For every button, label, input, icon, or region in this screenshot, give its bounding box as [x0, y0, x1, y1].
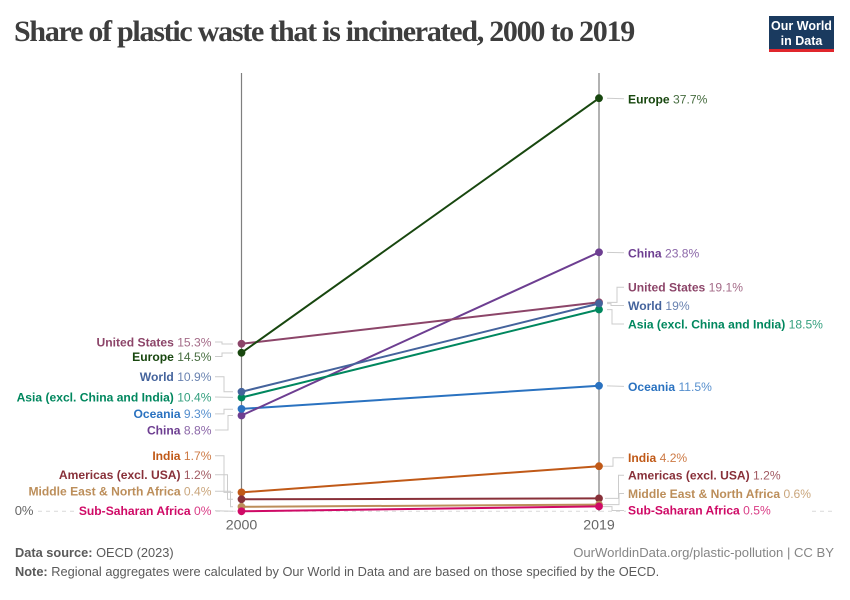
svg-text:Asia (excl. China and India) 1: Asia (excl. China and India) 18.5% — [628, 317, 823, 331]
svg-text:China 23.8%: China 23.8% — [628, 246, 700, 260]
svg-text:China 8.8%: China 8.8% — [147, 423, 212, 437]
svg-text:India 4.2%: India 4.2% — [628, 451, 687, 465]
svg-text:Americas (excl. USA) 1.2%: Americas (excl. USA) 1.2% — [59, 468, 212, 482]
svg-text:Oceania 11.5%: Oceania 11.5% — [628, 380, 712, 394]
svg-text:Middle East & North Africa 0.4: Middle East & North Africa 0.4% — [28, 485, 211, 499]
svg-text:0%: 0% — [15, 503, 34, 518]
svg-text:Oceania 9.3%: Oceania 9.3% — [133, 407, 211, 421]
svg-text:Sub-Saharan Africa 0.5%: Sub-Saharan Africa 0.5% — [628, 504, 771, 518]
svg-text:Europe 37.7%: Europe 37.7% — [628, 92, 708, 106]
svg-text:India 1.7%: India 1.7% — [152, 449, 211, 463]
svg-text:Asia (excl. China and India) 1: Asia (excl. China and India) 10.4% — [17, 390, 212, 404]
svg-text:World 19%: World 19% — [628, 299, 690, 313]
svg-text:United States 15.3%: United States 15.3% — [97, 335, 212, 349]
svg-text:Middle East & North Africa 0.6: Middle East & North Africa 0.6% — [628, 487, 811, 501]
svg-text:Europe 14.5%: Europe 14.5% — [132, 350, 212, 364]
svg-text:United States 19.1%: United States 19.1% — [628, 281, 743, 295]
svg-text:2000: 2000 — [226, 518, 258, 534]
svg-text:Sub-Saharan Africa 0%: Sub-Saharan Africa 0% — [79, 504, 212, 518]
svg-text:Americas (excl. USA) 1.2%: Americas (excl. USA) 1.2% — [628, 469, 781, 483]
svg-text:2019: 2019 — [583, 518, 615, 534]
svg-text:World 10.9%: World 10.9% — [140, 370, 212, 384]
